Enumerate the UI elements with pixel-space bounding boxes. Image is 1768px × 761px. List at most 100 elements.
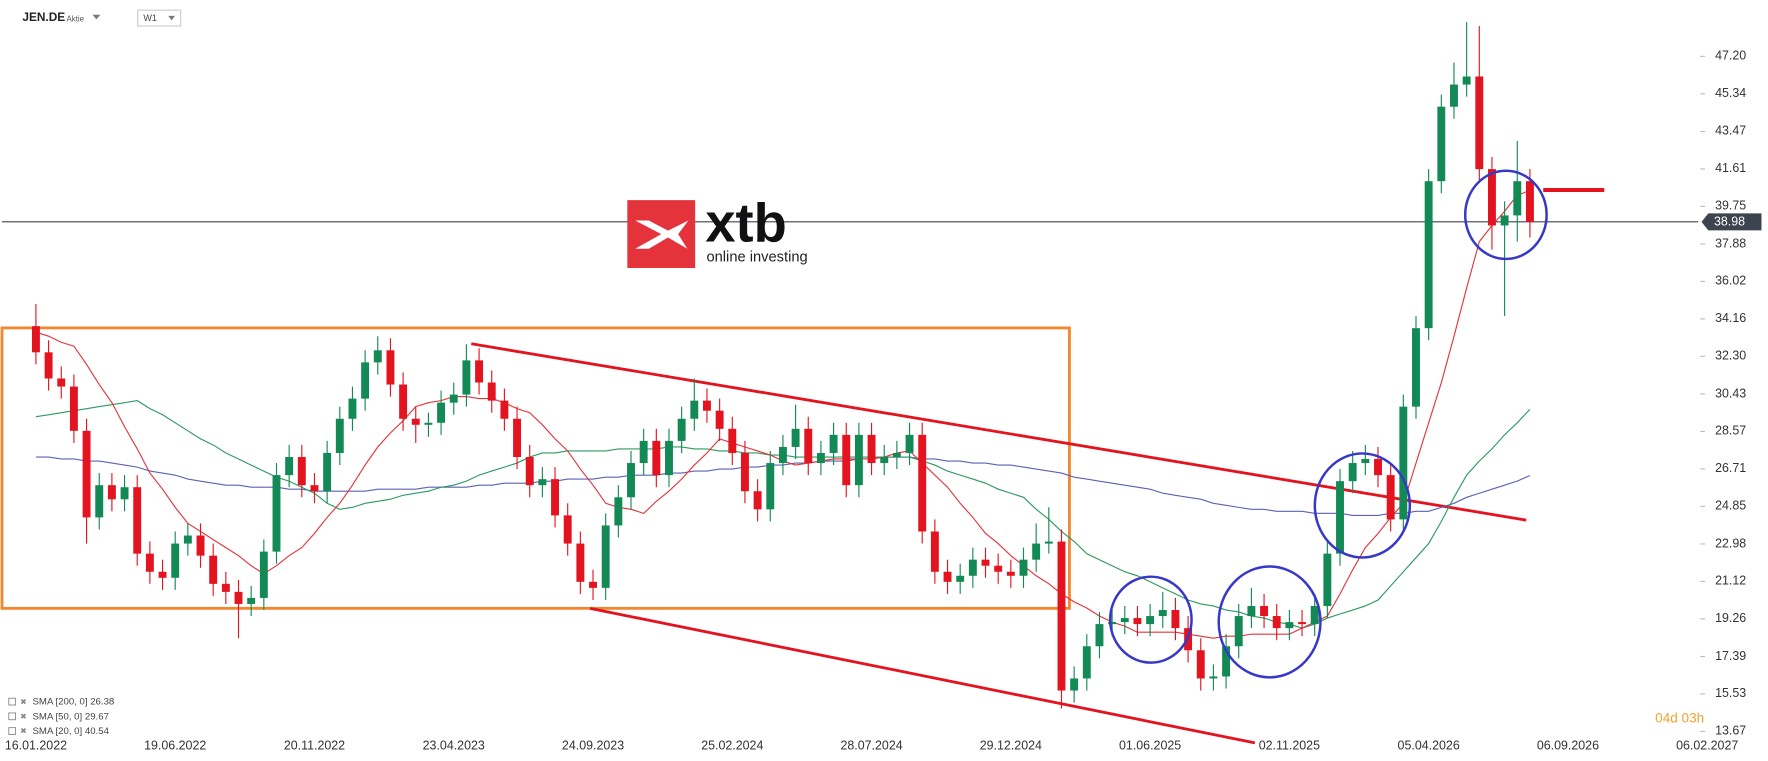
candle-body <box>437 402 446 423</box>
candle-body <box>956 575 965 582</box>
candle-body <box>842 434 851 486</box>
y-tick-label: 13.67 <box>1715 724 1746 738</box>
candle-body <box>1487 169 1496 226</box>
x-tick-label: 25.02.2024 <box>701 739 763 753</box>
logo: xtb online investing <box>627 193 808 268</box>
candle-body <box>475 360 484 383</box>
candle-body <box>1525 181 1534 222</box>
candle-body <box>589 581 597 588</box>
candle-body <box>1424 181 1433 329</box>
candle-body <box>816 452 825 464</box>
x-tick-label: 23.04.2023 <box>423 739 485 753</box>
candle-body <box>424 422 433 425</box>
candle-body <box>930 531 939 572</box>
candle-body <box>361 362 370 399</box>
candle-body <box>1133 618 1142 625</box>
candle-body <box>449 394 458 403</box>
candle-body <box>1120 618 1129 623</box>
y-tick-label: 32.30 <box>1715 349 1746 363</box>
candle-body <box>1272 616 1281 629</box>
candle-body <box>82 430 91 518</box>
legend-close[interactable]: ✖ <box>20 727 27 736</box>
candle-body <box>272 475 281 552</box>
candle-body <box>677 418 686 441</box>
candle-body <box>1070 678 1079 691</box>
candle-body <box>1475 76 1484 170</box>
y-tick-label: 36.02 <box>1715 274 1746 288</box>
candle-body <box>500 400 509 419</box>
y-tick-label: 47.20 <box>1715 49 1746 63</box>
candle-body <box>1399 406 1408 520</box>
y-tick-label: 28.57 <box>1715 424 1746 438</box>
candle-body <box>1386 475 1395 520</box>
candle-body <box>639 440 648 464</box>
legend-close[interactable]: ✖ <box>20 697 27 706</box>
candle-body <box>1146 616 1155 625</box>
legend-icon <box>8 697 17 706</box>
candle-body <box>804 428 813 464</box>
y-tick-label: 19.26 <box>1715 611 1746 625</box>
candle-body <box>1310 605 1319 625</box>
y-tick-label: 41.61 <box>1715 161 1746 175</box>
candle-body <box>525 457 534 486</box>
timeframe-select[interactable] <box>137 9 182 27</box>
candle-body <box>576 543 585 582</box>
candle-body <box>259 551 268 598</box>
candle-body <box>1171 610 1180 629</box>
y-tick-label: 24.85 <box>1715 499 1746 513</box>
candle-body <box>1196 650 1205 679</box>
candle-body <box>411 418 420 425</box>
y-tick-label: 30.43 <box>1715 386 1746 400</box>
candle-body <box>918 434 927 532</box>
candle-body <box>348 398 357 419</box>
x-tick-label: 05.04.2026 <box>1398 739 1460 753</box>
candle-body <box>513 418 522 458</box>
highlight-circle <box>1108 575 1193 664</box>
legend-close[interactable]: ✖ <box>20 712 27 721</box>
candle-body <box>905 434 914 453</box>
candle-body <box>1513 181 1522 216</box>
legend-label: SMA [20, 0] 40.54 <box>33 726 110 737</box>
y-tick-label: 26.71 <box>1715 461 1746 475</box>
candle-body <box>1348 463 1357 482</box>
x-tick-label: 02.11.2025 <box>1259 739 1320 753</box>
range-box <box>0 326 1071 610</box>
candle-body <box>133 487 142 554</box>
candle-body <box>335 418 344 453</box>
candle-body <box>892 452 901 458</box>
x-tick-label: 24.09.2023 <box>562 739 624 753</box>
candle-body <box>994 565 1003 572</box>
trend-line <box>589 606 1256 745</box>
candle-body <box>1209 676 1218 679</box>
legend-label: SMA [200, 0] 26.38 <box>33 697 115 708</box>
candle-body <box>778 446 787 464</box>
candle-body <box>107 485 116 500</box>
candle-body <box>120 487 129 500</box>
candle-body <box>323 452 332 492</box>
candle-body <box>601 525 610 588</box>
candle-body <box>310 485 319 492</box>
logo-tagline: online investing <box>706 250 807 266</box>
candle-body <box>1323 553 1332 606</box>
candle-body <box>1044 541 1053 544</box>
candle-body <box>386 350 395 385</box>
candle-body <box>1437 106 1446 182</box>
candle-body <box>234 591 243 604</box>
candle-body <box>221 583 230 592</box>
candle-body <box>1412 328 1420 407</box>
y-tick-label: 43.47 <box>1715 124 1746 138</box>
x-tick-label: 20.11.2022 <box>284 739 345 753</box>
candle-body <box>551 479 559 516</box>
y-tick-label: 17.39 <box>1715 649 1746 663</box>
candle-body <box>1361 459 1370 464</box>
candle-body <box>538 479 547 486</box>
candle-body <box>1158 610 1167 617</box>
symbol-dropdown[interactable] <box>92 14 101 20</box>
candle-body <box>703 400 711 411</box>
candle-body <box>880 457 889 464</box>
candle-body <box>652 440 661 476</box>
candle-body <box>1082 646 1091 679</box>
candle-body <box>1032 543 1041 560</box>
